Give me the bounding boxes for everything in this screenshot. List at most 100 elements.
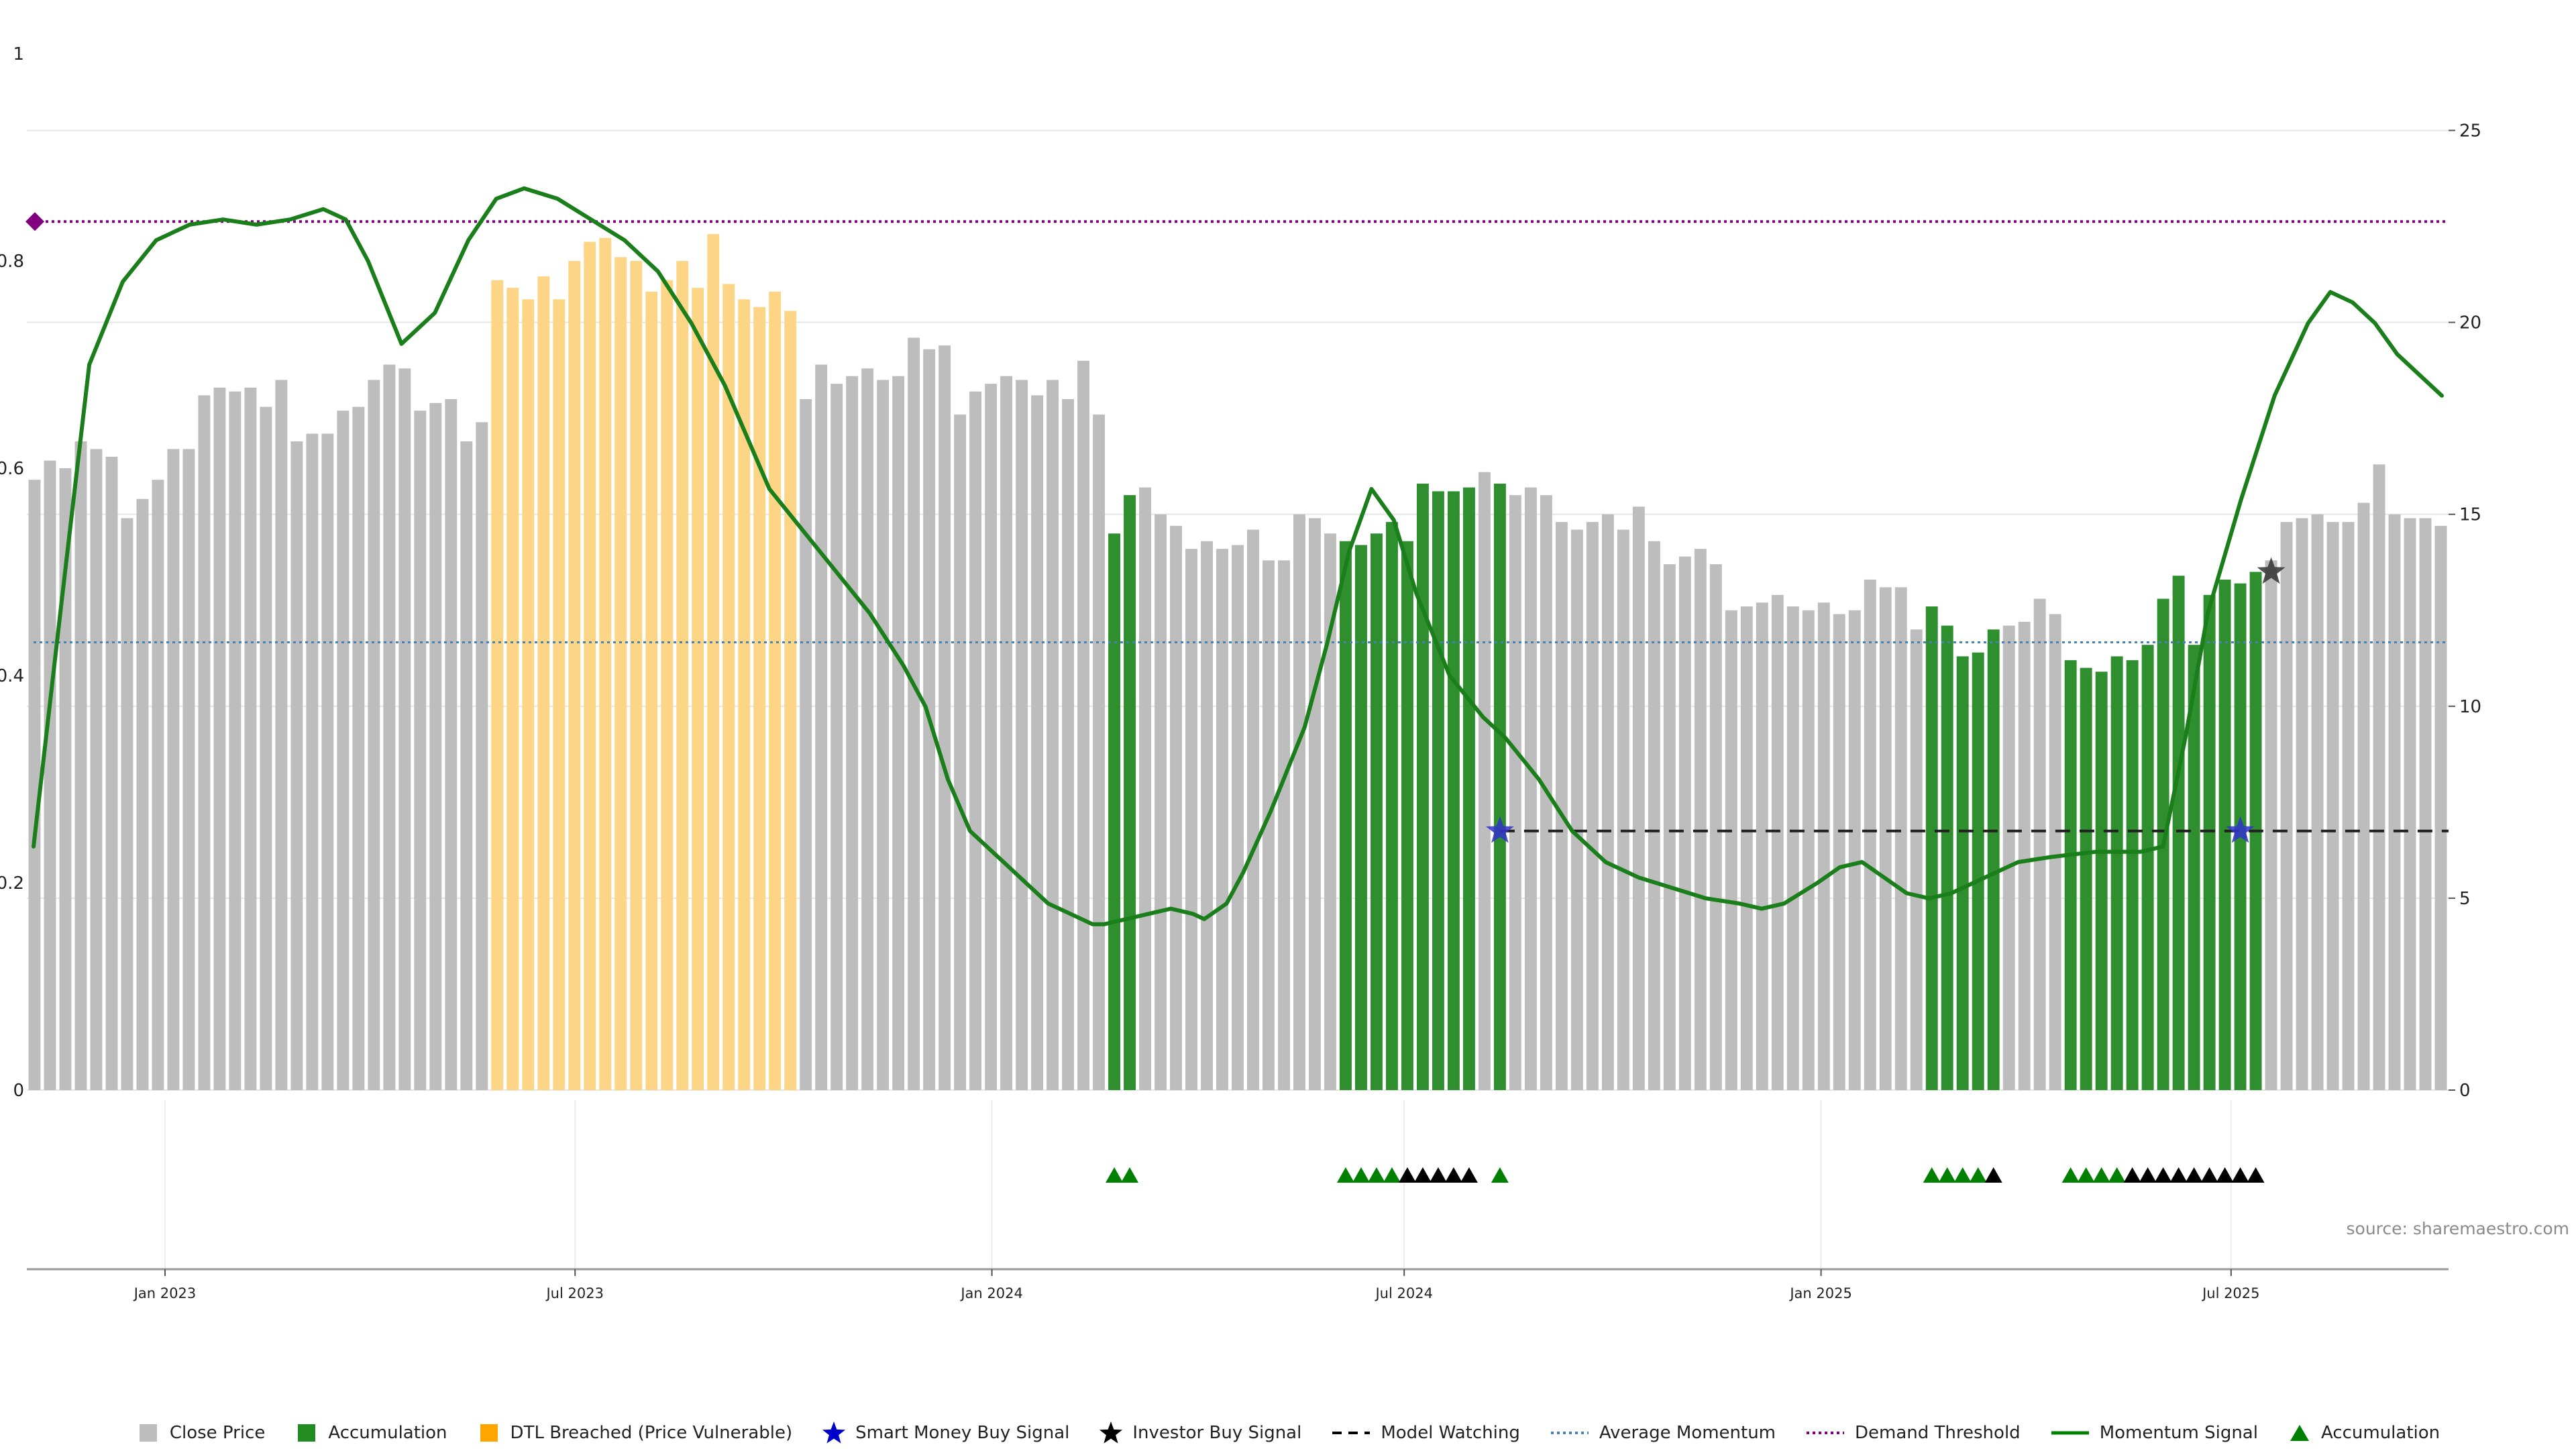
close-price-bar bbox=[1632, 506, 1645, 1090]
close-price-bar bbox=[90, 449, 103, 1090]
close-price-bar bbox=[1848, 610, 1861, 1090]
left-axis-tick-label: 0.2 bbox=[0, 873, 24, 894]
legend-item: Momentum Signal bbox=[2050, 1421, 2258, 1445]
close-price-bar bbox=[1324, 533, 1336, 1090]
investor-triangle bbox=[1398, 1167, 1416, 1183]
close-price-bar bbox=[59, 468, 72, 1090]
legend-item: Smart Money Buy Signal bbox=[822, 1421, 1069, 1445]
close-price-bar bbox=[1185, 549, 1197, 1090]
close-price-bar bbox=[985, 384, 998, 1090]
dtl-breached-bar bbox=[676, 261, 689, 1090]
close-price-bar bbox=[213, 387, 226, 1091]
left-axis-tick-label: 0.6 bbox=[0, 459, 24, 479]
close-price-bar bbox=[1077, 360, 1090, 1090]
accumulation-bar bbox=[1972, 652, 1984, 1090]
accumulation-triangle bbox=[1352, 1167, 1370, 1183]
close-price-bar bbox=[846, 376, 859, 1090]
legend-square-icon bbox=[139, 1424, 157, 1442]
investor-triangle bbox=[2185, 1167, 2203, 1183]
dtl-breached-bar bbox=[630, 261, 643, 1090]
close-price-bar bbox=[229, 391, 241, 1090]
close-price-bar bbox=[1062, 399, 1075, 1090]
close-price-bar bbox=[2296, 518, 2308, 1090]
close-price-bar bbox=[182, 449, 195, 1090]
close-price-bar bbox=[2419, 518, 2432, 1090]
accumulation-triangle bbox=[2077, 1167, 2095, 1183]
investor-triangle bbox=[2200, 1167, 2218, 1183]
dtl-breached-bar bbox=[784, 311, 797, 1090]
accumulation-bar bbox=[2172, 576, 2185, 1090]
left-axis-tick-label: 0 bbox=[13, 1081, 24, 1101]
close-price-bar bbox=[1509, 495, 1521, 1090]
accumulation-bar bbox=[1354, 545, 1367, 1090]
close-price-bar bbox=[1817, 602, 1830, 1090]
close-price-bar bbox=[337, 411, 350, 1090]
close-price-bar bbox=[198, 395, 211, 1090]
accumulation-bar bbox=[2080, 667, 2092, 1090]
close-price-bar bbox=[1586, 522, 1599, 1090]
close-price-bar bbox=[2373, 464, 2385, 1090]
legend-line-icon bbox=[2051, 1431, 2089, 1435]
x-axis-tick-label: Jan 2024 bbox=[959, 1285, 1023, 1301]
price-bars bbox=[28, 233, 2447, 1091]
accumulation-triangle bbox=[1336, 1167, 1354, 1183]
investor-triangle bbox=[2139, 1167, 2157, 1183]
close-price-bar bbox=[1555, 522, 1568, 1090]
close-price-bar bbox=[1740, 606, 1753, 1090]
dtl-breached-bar bbox=[645, 291, 658, 1090]
accumulation-bar bbox=[1493, 483, 1506, 1090]
left-axis-tick-label: 0.8 bbox=[0, 252, 24, 272]
close-price-bar bbox=[429, 402, 442, 1091]
accumulation-bar bbox=[2064, 660, 2077, 1090]
close-price-bar bbox=[1139, 487, 1152, 1090]
close-price-bar bbox=[28, 480, 41, 1090]
accumulation-bar bbox=[1370, 533, 1383, 1090]
legend-label: Average Momentum bbox=[1599, 1423, 1776, 1443]
close-price-bar bbox=[2311, 514, 2324, 1090]
close-price-bar bbox=[1802, 610, 1815, 1090]
close-price-bar bbox=[969, 391, 982, 1090]
legend-item: Close Price bbox=[136, 1421, 266, 1445]
close-price-bar bbox=[1201, 541, 1213, 1090]
accumulation-bar bbox=[2110, 656, 2123, 1090]
close-price-bar bbox=[954, 414, 967, 1090]
investor-triangle bbox=[2169, 1167, 2188, 1183]
close-price-bar bbox=[2357, 502, 2370, 1090]
legend-swatch bbox=[139, 1424, 157, 1442]
legend-item: Accumulation bbox=[2288, 1421, 2440, 1445]
accumulation-bar bbox=[1941, 625, 1953, 1090]
close-price-bar bbox=[121, 518, 133, 1090]
close-price-bar bbox=[398, 368, 411, 1091]
legend-item: Demand Threshold bbox=[1805, 1421, 2021, 1445]
legend-square-icon bbox=[480, 1424, 498, 1442]
legend-label: Close Price bbox=[169, 1423, 266, 1443]
accumulation-triangle bbox=[1383, 1167, 1401, 1183]
close-price-bar bbox=[1170, 525, 1182, 1090]
dtl-breached-bar bbox=[753, 307, 766, 1091]
close-price-bar bbox=[1247, 529, 1259, 1090]
accumulation-bar bbox=[1401, 541, 1413, 1090]
accumulation-bar bbox=[1432, 491, 1444, 1090]
accumulation-bar bbox=[1416, 483, 1429, 1090]
investor-triangle bbox=[2154, 1167, 2172, 1183]
right-axis-tick-label: 10 bbox=[2459, 697, 2481, 717]
dtl-breached-bar bbox=[707, 233, 720, 1090]
accumulation-bar bbox=[1447, 491, 1460, 1090]
left-axis-tick-label: 0.4 bbox=[0, 666, 24, 686]
legend-star-icon bbox=[1099, 1421, 1123, 1444]
accumulation-bar bbox=[1108, 533, 1121, 1090]
dtl-breached-bar bbox=[769, 291, 782, 1090]
legend-star bbox=[822, 1421, 846, 1444]
close-price-bar bbox=[1046, 380, 1059, 1090]
close-price-bar bbox=[2033, 598, 2046, 1090]
accumulation-triangle bbox=[2061, 1167, 2080, 1183]
source-label: source: sharemaestro.com bbox=[2347, 1219, 2570, 1238]
momentum-signal-layer bbox=[32, 186, 2444, 926]
dtl-breached-bar bbox=[584, 241, 596, 1090]
close-price-bar bbox=[1725, 610, 1737, 1090]
dtl-breached-bar bbox=[661, 280, 674, 1091]
accumulation-bar bbox=[2141, 645, 2154, 1090]
close-price-bar bbox=[1016, 380, 1028, 1090]
